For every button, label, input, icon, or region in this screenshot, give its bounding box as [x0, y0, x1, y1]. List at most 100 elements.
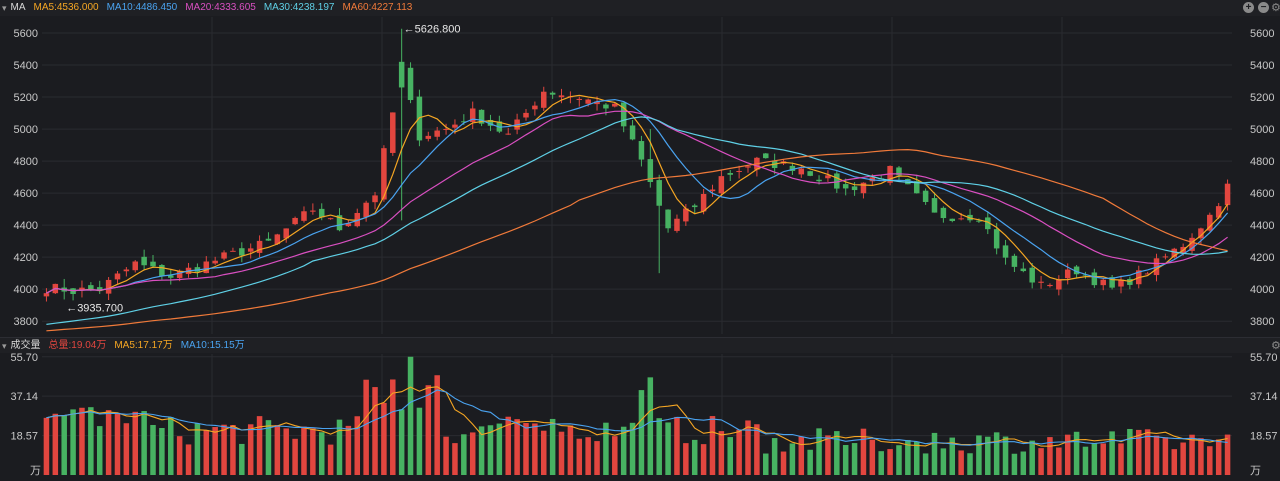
volume-bar[interactable] [771, 438, 778, 475]
candle[interactable] [168, 269, 174, 285]
volume-bar[interactable] [1029, 440, 1035, 475]
indicator-name[interactable]: MA [10, 2, 26, 13]
candle[interactable] [1224, 179, 1231, 211]
volume-bar[interactable] [798, 436, 805, 475]
volume-bar[interactable] [1020, 451, 1027, 475]
volume-bar[interactable] [96, 426, 103, 475]
volume-bar[interactable] [958, 450, 964, 475]
candle[interactable] [239, 242, 245, 263]
volume-bar[interactable] [336, 419, 343, 475]
volume-bar[interactable] [976, 435, 982, 475]
volume-bar[interactable] [105, 410, 112, 475]
volume-bar[interactable] [825, 435, 831, 475]
candle[interactable] [745, 164, 751, 173]
candle[interactable] [709, 184, 716, 197]
volume-bar[interactable] [301, 426, 307, 475]
volume-bar[interactable] [1056, 447, 1062, 475]
candle[interactable] [922, 188, 929, 205]
candle[interactable] [931, 192, 938, 213]
volume-bar[interactable] [168, 417, 174, 475]
candle[interactable] [905, 178, 911, 185]
candle[interactable] [541, 86, 547, 111]
volume-bar[interactable] [532, 423, 538, 475]
candle[interactable] [656, 174, 662, 274]
volume-bar[interactable] [478, 426, 485, 475]
volume-bar[interactable] [860, 428, 867, 475]
candle[interactable] [763, 153, 769, 159]
volume-bar[interactable] [763, 453, 769, 475]
candle[interactable] [1118, 275, 1124, 294]
volume-bar[interactable] [1002, 436, 1009, 475]
volume-bar[interactable] [239, 443, 245, 475]
volume-bar[interactable] [700, 444, 707, 475]
candle[interactable] [43, 288, 50, 302]
volume-bar[interactable] [727, 437, 733, 475]
volume-bar[interactable] [1100, 443, 1106, 475]
volume-bar[interactable] [194, 423, 201, 475]
candle[interactable] [1047, 283, 1053, 288]
volume-bar[interactable] [283, 428, 289, 475]
candle[interactable] [425, 131, 432, 142]
volume-bar[interactable] [434, 375, 440, 475]
candle[interactable] [141, 249, 147, 270]
candle[interactable] [896, 166, 902, 180]
volume-bar[interactable] [674, 416, 680, 475]
candle[interactable] [310, 203, 316, 215]
volume-bar[interactable] [549, 418, 556, 475]
zoom-in-icon[interactable]: + [1243, 2, 1254, 13]
volume-bar[interactable] [807, 449, 813, 475]
volume-bar[interactable] [327, 444, 334, 475]
volume-bar[interactable] [1073, 431, 1080, 475]
volume-bar[interactable] [683, 443, 689, 475]
volume-bar[interactable] [834, 431, 840, 475]
candle[interactable] [807, 170, 813, 177]
candle[interactable] [283, 228, 289, 243]
volume-bar[interactable] [203, 429, 210, 475]
volume-bar[interactable] [905, 439, 911, 475]
candle[interactable] [96, 280, 103, 294]
candle[interactable] [327, 217, 334, 220]
volume-bar[interactable] [985, 436, 991, 475]
volume-bar[interactable] [1198, 438, 1204, 475]
volume-bar[interactable] [505, 416, 511, 475]
volume-bar[interactable] [1064, 434, 1071, 475]
volume-bar[interactable] [1224, 434, 1231, 475]
volume-bar[interactable] [851, 443, 858, 475]
candle[interactable] [496, 115, 503, 134]
settings-gear-icon[interactable]: ⚙ [1271, 2, 1280, 14]
volume-bar[interactable] [230, 425, 236, 475]
candle[interactable] [1100, 277, 1106, 291]
volume-bar[interactable] [43, 417, 50, 475]
candle[interactable] [967, 209, 973, 223]
candle[interactable] [1109, 274, 1115, 290]
volume-bar[interactable] [265, 420, 272, 475]
candle[interactable] [674, 214, 680, 233]
volume-bar[interactable] [922, 453, 929, 475]
volume-bar[interactable] [416, 407, 423, 475]
candle[interactable] [1091, 268, 1098, 288]
volume-bar[interactable] [603, 422, 609, 475]
volume-bar[interactable] [665, 422, 671, 475]
volume-bar[interactable] [159, 427, 165, 475]
volume-indicator-name[interactable]: 成交量 [10, 339, 41, 351]
candle[interactable] [949, 218, 956, 223]
candle[interactable] [398, 28, 405, 221]
candle[interactable] [718, 169, 725, 197]
candle[interactable] [292, 216, 298, 226]
volume-bar[interactable] [1082, 446, 1089, 475]
volume-bar[interactable] [1189, 434, 1195, 475]
volume-bar[interactable] [443, 436, 449, 475]
volume-bar[interactable] [221, 424, 227, 475]
volume-bar[interactable] [292, 438, 298, 475]
volume-bar[interactable] [61, 415, 67, 475]
candle[interactable] [887, 165, 893, 186]
volume-bar[interactable] [390, 379, 396, 475]
volume-bar[interactable] [940, 448, 947, 475]
volume-bar[interactable] [318, 432, 325, 475]
volume-bar[interactable] [887, 449, 893, 475]
candle[interactable] [478, 109, 485, 127]
volume-bar[interactable] [709, 416, 716, 475]
volume-bar[interactable] [52, 413, 59, 475]
candle[interactable] [1162, 253, 1169, 260]
volume-bar[interactable] [274, 425, 281, 475]
